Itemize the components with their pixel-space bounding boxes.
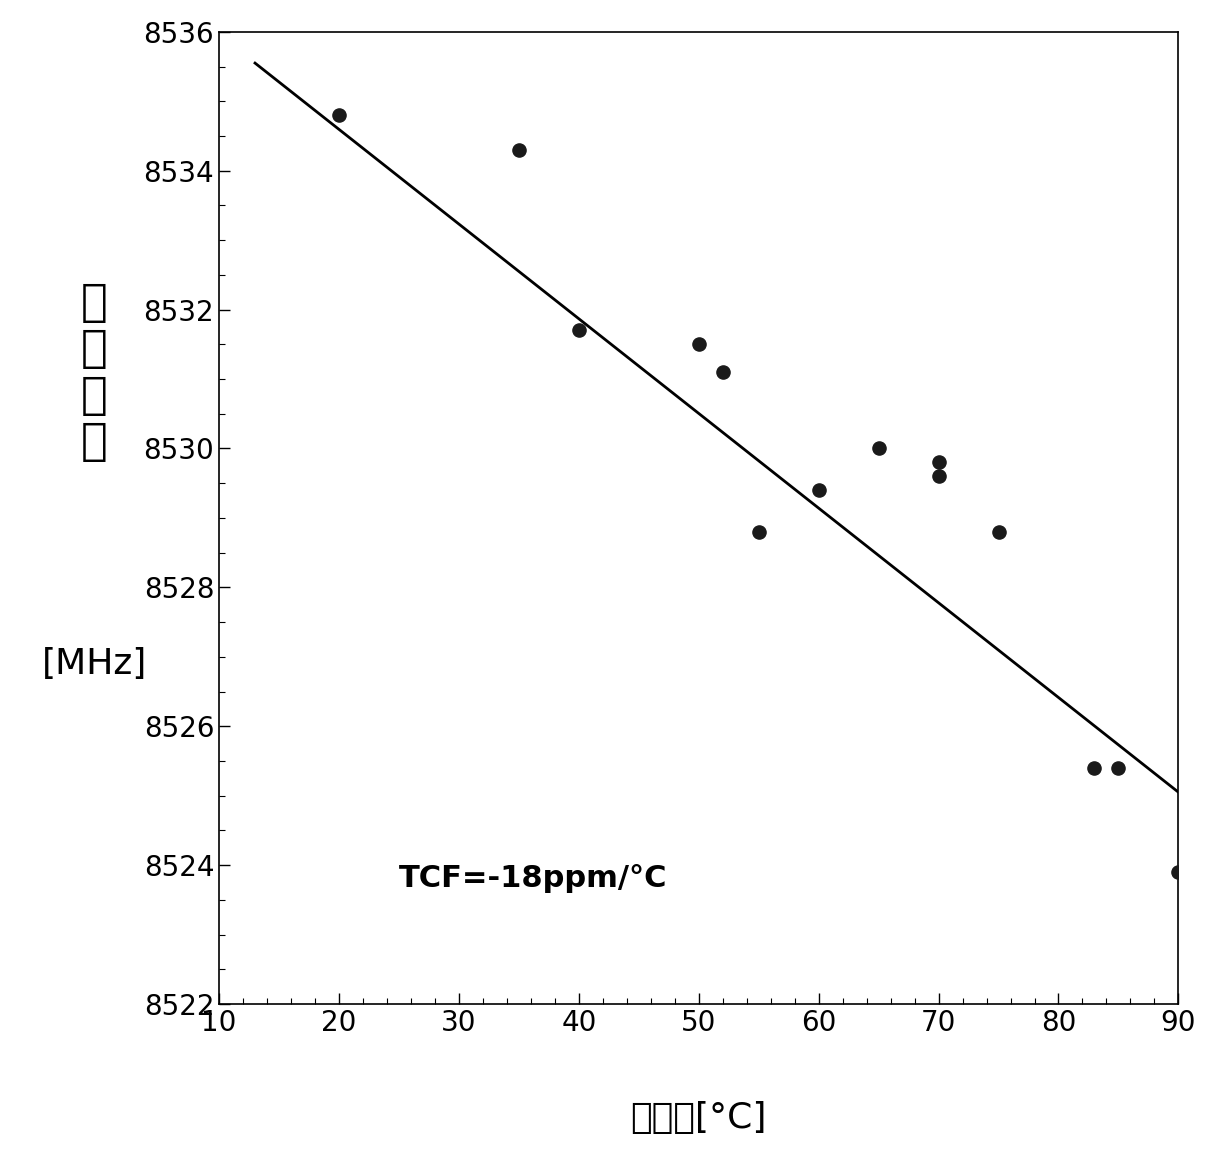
Point [869,440,888,458]
Point [988,523,1008,541]
Point [713,362,733,381]
Text: 振
荡
频
率: 振 荡 频 率 [82,280,108,463]
Point [1168,863,1188,882]
Point [748,523,768,541]
Point [1109,758,1128,777]
Text: 温度　[°C]: 温度 [°C] [630,1101,767,1136]
Point [1084,758,1104,777]
Point [689,335,708,353]
Text: TCF=-18ppm/°C: TCF=-18ppm/°C [399,864,667,893]
Point [809,481,829,500]
Point [330,106,349,125]
Text: [MHz]: [MHz] [41,646,147,681]
Point [929,467,948,486]
Point [570,321,589,339]
Point [509,141,528,159]
Point [929,454,948,472]
